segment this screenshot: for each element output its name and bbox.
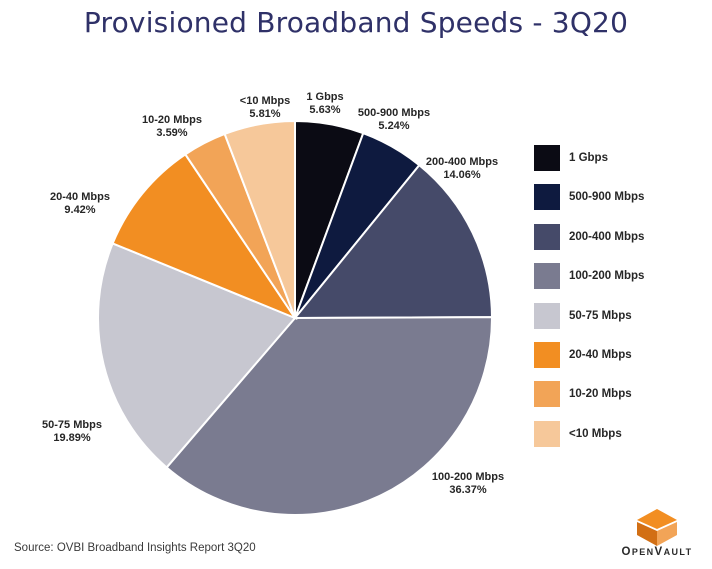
legend-label: 200-400 Mbps — [569, 230, 645, 243]
data-label-50-75-mbps: 50-75 Mbps 19.89% — [42, 419, 102, 444]
data-label-category: 200-400 Mbps — [426, 156, 498, 168]
data-label-value: 9.42% — [64, 204, 95, 216]
data-label-category: 100-200 Mbps — [432, 471, 504, 483]
data-label-value: 36.37% — [449, 484, 487, 496]
data-label-category: 10-20 Mbps — [142, 114, 202, 126]
legend-label: 50-75 Mbps — [569, 309, 632, 322]
data-label-value: 5.24% — [378, 120, 409, 132]
legend-swatch — [534, 420, 560, 447]
source-note: Source: OVBI Broadband Insights Report 3… — [14, 542, 256, 554]
pie-slice-10-mbps — [223, 119, 296, 319]
pie-slice-50-75-mbps — [97, 242, 297, 469]
legend-swatch — [534, 381, 560, 408]
data-label-10-20-mbps: 10-20 Mbps 3.59% — [142, 114, 202, 139]
legend: 1 Gbps 500-900 Mbps 200-400 Mbps 100-200 Mb… — [534, 145, 644, 460]
data-label-value: 5.63% — [309, 104, 340, 116]
legend-label: <10 Mbps — [569, 427, 622, 440]
logo-text: OPENVAULT — [621, 546, 693, 558]
legend-swatch — [534, 145, 560, 171]
data-label-1-gbps: 1 Gbps 5.63% — [306, 91, 343, 116]
data-label-value: 5.81% — [249, 108, 280, 120]
legend-label: 20-40 Mbps — [569, 348, 632, 361]
openvault-logo: OPENVAULT — [612, 508, 702, 564]
legend-item-10-mbps: <10 Mbps — [534, 420, 644, 447]
legend-item-20-40-mbps: 20-40 Mbps — [534, 341, 644, 368]
data-label-category: 50-75 Mbps — [42, 419, 102, 431]
chart-title: Provisioned Broadband Speeds - 3Q20 — [83, 6, 629, 39]
legend-item-1-gbps: 1 Gbps — [534, 145, 644, 171]
data-label-value: 14.06% — [443, 169, 481, 181]
data-label-value: 19.89% — [53, 432, 91, 444]
pie-slice-20-40-mbps — [111, 152, 298, 321]
openvault-logo-icon — [637, 509, 677, 546]
legend-swatch — [534, 263, 560, 290]
legend-item-500-900-mbps: 500-900 Mbps — [534, 184, 645, 211]
data-label-20-40-mbps: 20-40 Mbps 9.42% — [50, 191, 110, 216]
legend-item-100-200-mbps: 100-200 Mbps — [534, 263, 645, 290]
pie-slice-100-200-mbps — [165, 316, 493, 516]
data-label-100-200-mbps: 100-200 Mbps 36.37% — [432, 471, 504, 496]
legend-label: 100-200 Mbps — [569, 270, 645, 283]
data-label-category: 20-40 Mbps — [50, 191, 110, 203]
pie-slices — [97, 119, 494, 516]
pie-slice-200-400-mbps — [292, 163, 494, 320]
legend-swatch — [534, 223, 560, 250]
legend-item-50-75-mbps: 50-75 Mbps — [534, 302, 644, 329]
data-label-500-900-mbps: 500-900 Mbps 5.24% — [358, 107, 430, 132]
legend-label: 10-20 Mbps — [569, 388, 632, 401]
legend-item-200-400-mbps: 200-400 Mbps — [534, 223, 645, 250]
data-label-200-400-mbps: 200-400 Mbps 14.06% — [426, 156, 498, 181]
data-label-10-mbps: <10 Mbps 5.81% — [240, 95, 290, 120]
data-label-category: 500-900 Mbps — [358, 107, 430, 119]
legend-item-10-20-mbps: 10-20 Mbps — [534, 381, 644, 408]
data-label-category: 1 Gbps — [306, 91, 343, 103]
legend-swatch — [534, 341, 560, 368]
legend-swatch — [534, 302, 560, 329]
legend-swatch — [534, 184, 560, 211]
legend-label: 500-900 Mbps — [569, 191, 645, 204]
legend-label: 1 Gbps — [569, 152, 608, 164]
data-label-value: 3.59% — [156, 127, 187, 139]
pie-data-labels: 1 Gbps 5.63% 500-900 Mbps 5.24% 200-400 Mbps… — [42, 91, 504, 496]
data-label-category: <10 Mbps — [240, 95, 290, 107]
